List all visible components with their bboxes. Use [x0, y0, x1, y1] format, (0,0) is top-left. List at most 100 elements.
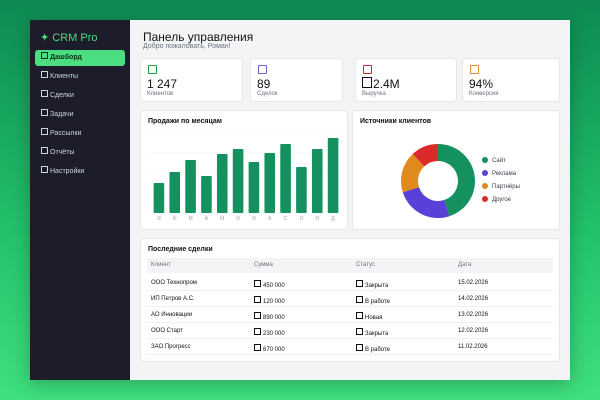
donut-segment — [402, 187, 450, 218]
kpi-value: 1 247 — [147, 77, 178, 91]
page-subtitle: Добро пожаловать, Роман! — [143, 43, 231, 50]
x-tick-label: Н — [315, 216, 319, 222]
column-header: Сумма — [254, 262, 273, 268]
kpi-label: Выручка — [362, 91, 386, 97]
legend-label: Сайт — [492, 157, 506, 164]
legend-swatch — [482, 170, 488, 176]
bar — [169, 172, 181, 213]
table-cell: ООО Старт — [151, 328, 183, 334]
donut-chart: Сайт Реклама Партнёры Другое — [401, 144, 520, 218]
table-cell: ЗАО Прогресс — [151, 344, 191, 350]
table-row[interactable] — [147, 339, 553, 355]
table-cell: Закрыта — [356, 328, 388, 337]
bar — [201, 176, 212, 213]
x-tick-label: А — [268, 216, 272, 222]
kpi-card: 94% Конверсия — [462, 58, 560, 102]
kpi-card: 89 Сделок — [250, 58, 343, 102]
table-cell: 14.02.2026 — [458, 296, 489, 302]
kpi-card: 2.4M Выручка — [355, 58, 457, 102]
x-tick-label: М — [188, 216, 192, 222]
kpi-icon — [258, 65, 267, 74]
menu-item[interactable]: Клиенты — [35, 69, 125, 85]
table-cell: 450 000 — [254, 280, 285, 289]
table-cell: 11.02.2026 — [458, 344, 488, 350]
sources-card: Источники клиентов Сайт Реклама Партнёры Дру… — [352, 110, 560, 230]
legend-label: Реклама — [492, 171, 517, 177]
kpi-label: Сделок — [257, 91, 278, 97]
legend-swatch — [482, 157, 488, 163]
table-cell: Закрыта — [356, 280, 388, 289]
column-header: Клиент — [151, 262, 171, 268]
donut-segment — [401, 154, 425, 193]
menu-item[interactable]: Дашборд — [35, 50, 125, 66]
legend-swatch — [482, 183, 488, 189]
x-tick-label: Д — [331, 216, 335, 222]
x-tick-label: И — [252, 216, 256, 222]
menu-item[interactable]: Сделки — [35, 88, 125, 104]
legend-label: Другое — [492, 197, 512, 203]
chart-title: Продажи по месяцам — [148, 118, 222, 125]
deals-card: Последние сделки Клиент Сумма Статус Дата ООО… — [140, 238, 560, 362]
table-row[interactable] — [147, 307, 553, 323]
page-title: Панель управления — [143, 30, 254, 44]
bar — [327, 138, 339, 213]
x-tick-label: М — [220, 216, 224, 222]
kpi-label: Конверсия — [469, 91, 499, 97]
kpi-card: 1 247 Клиентов — [140, 58, 243, 102]
column-header: Статус — [356, 262, 375, 268]
bar — [153, 183, 165, 213]
bar — [248, 162, 260, 213]
table-row[interactable] — [147, 323, 553, 339]
kpi-label: Клиентов — [147, 91, 174, 97]
brand: ✦ CRM Pro — [40, 32, 98, 44]
menu-item[interactable]: Настройки — [35, 164, 125, 180]
chart-title: Источники клиентов — [360, 118, 432, 125]
donut-segment — [438, 144, 476, 217]
table-cell: 15.02.2026 — [458, 280, 489, 286]
table-header-row — [147, 258, 553, 273]
table-cell: ИП Петров А.С. — [151, 296, 195, 302]
table-title: Последние сделки — [148, 246, 213, 253]
table-cell: В работе — [356, 344, 390, 353]
donut-segment — [412, 144, 438, 167]
menu-item[interactable]: Рассылки — [35, 126, 125, 142]
table-cell: Новая — [356, 312, 382, 321]
table-cell: 890 000 — [254, 312, 285, 321]
kpi-icon — [148, 65, 157, 74]
table-cell: 13.02.2026 — [458, 312, 489, 318]
table-cell: 12.02.2026 — [458, 328, 489, 334]
sales-card: Продажи по месяцам Я Ф М А М И И А С О Н Д — [140, 110, 348, 230]
x-tick-label: О — [299, 216, 303, 222]
x-tick-label: Я — [157, 216, 161, 222]
bar — [280, 144, 291, 213]
table-cell: 230 000 — [254, 328, 285, 337]
column-header: Дата — [458, 262, 472, 268]
kpi-value: 94% — [469, 77, 494, 91]
table-cell: АО Инновации — [151, 312, 193, 318]
legend-swatch — [482, 196, 488, 202]
menu-item[interactable]: Задачи — [35, 107, 125, 123]
x-tick-label: А — [205, 216, 209, 222]
x-tick-label: И — [236, 216, 240, 222]
bar — [264, 153, 276, 213]
legend-label: Партнёры — [492, 184, 520, 190]
kpi-icon — [363, 65, 372, 74]
table-cell: ООО Технопром — [151, 280, 197, 286]
bar — [296, 167, 307, 213]
kpi-value: 2.4M — [362, 77, 400, 91]
x-tick-label: Ф — [173, 216, 177, 222]
table-cell: 670 000 — [254, 344, 285, 353]
table-row[interactable] — [147, 291, 553, 307]
bar — [185, 160, 196, 213]
table-cell: В работе — [356, 296, 390, 305]
x-tick-label: С — [284, 216, 288, 222]
table-cell: 120 000 — [254, 296, 285, 305]
table-row[interactable] — [147, 275, 553, 291]
menu-item[interactable]: Отчёты — [35, 145, 125, 161]
bar — [311, 149, 323, 213]
bar — [232, 149, 244, 213]
kpi-value: 89 — [257, 77, 271, 91]
kpi-icon — [470, 65, 479, 74]
